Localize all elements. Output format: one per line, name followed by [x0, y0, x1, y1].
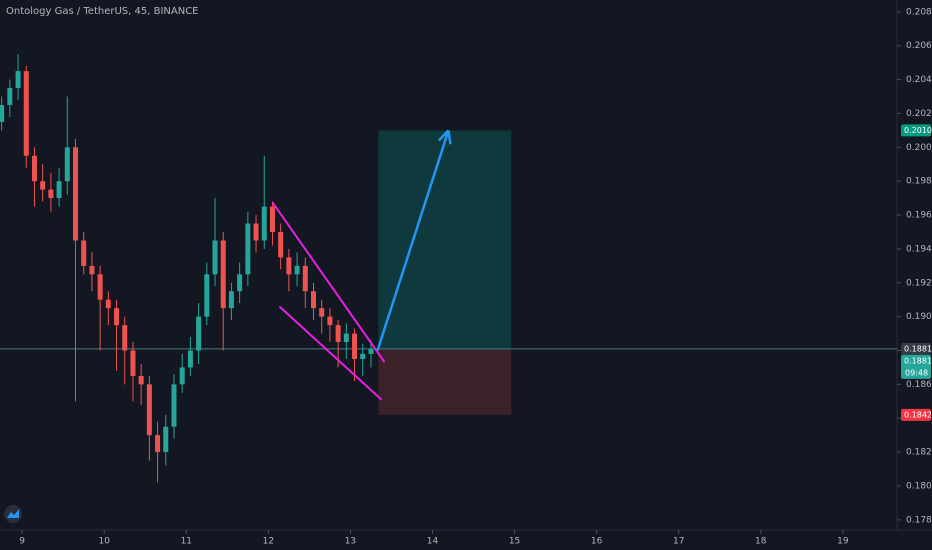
- candle-body: [343, 333, 349, 343]
- x-tick-label: 18: [755, 537, 767, 547]
- last-price-label: 0.1881: [904, 356, 932, 365]
- candle-body: [294, 265, 300, 275]
- x-tick-label: 9: [19, 537, 25, 547]
- candle-body: [155, 435, 161, 453]
- x-tick-label: 12: [263, 537, 274, 547]
- candle-body: [352, 333, 358, 359]
- candle-body: [302, 265, 308, 292]
- candle-body: [15, 71, 21, 89]
- last-price-box: [901, 354, 931, 379]
- y-tick-label: 0.1780: [906, 515, 932, 525]
- price-label-box: [901, 342, 931, 355]
- candle-body: [89, 265, 95, 275]
- x-tick-label: 17: [673, 537, 684, 547]
- candle-body: [310, 291, 316, 309]
- candle-body: [245, 223, 251, 275]
- candle-body: [64, 147, 70, 182]
- candle-body: [122, 325, 128, 351]
- candle-body: [179, 367, 185, 385]
- candle-body: [48, 189, 54, 199]
- candle-body: [114, 308, 120, 326]
- candle-body: [138, 375, 144, 385]
- x-tick-label: 15: [509, 537, 520, 547]
- candle-body: [97, 274, 103, 300]
- x-tick-label: 10: [98, 537, 110, 547]
- countdown-label: 09:48: [905, 368, 928, 377]
- candle-body: [171, 384, 177, 427]
- chart-title: Ontology Gas / TetherUS, 45, BINANCE: [6, 6, 199, 17]
- candle-body: [73, 147, 79, 241]
- candle-body: [196, 316, 202, 351]
- candle-body: [278, 231, 284, 258]
- candle-body: [0, 104, 5, 122]
- candle-body: [7, 88, 13, 105]
- candle-body: [56, 181, 62, 199]
- x-tick-label: 14: [427, 537, 439, 547]
- candle-body: [261, 206, 267, 241]
- candle-body: [368, 348, 374, 354]
- candle-body: [204, 274, 210, 317]
- price-label: 0.2010: [904, 126, 932, 135]
- x-tick-label: 19: [837, 537, 849, 547]
- candle-body: [220, 240, 226, 309]
- candle-body: [212, 240, 218, 275]
- channel-line: [271, 201, 386, 363]
- candle-body: [237, 274, 243, 292]
- candle-body: [187, 350, 193, 368]
- candle-body: [105, 299, 111, 309]
- candle-body: [319, 308, 325, 317]
- arrow-line: [376, 129, 450, 351]
- candle-body: [23, 71, 29, 156]
- arrow-head: [447, 130, 452, 145]
- candle-body: [40, 181, 46, 190]
- price-label: 0.1842: [904, 410, 932, 419]
- candle-body: [335, 325, 341, 343]
- x-tick-label: 13: [345, 537, 356, 547]
- candle-body: [31, 155, 37, 182]
- arrow-head: [437, 129, 450, 142]
- logo: [4, 505, 22, 523]
- candle-body: [163, 426, 169, 453]
- x-tick-label: 11: [181, 537, 192, 547]
- price-label-box: [901, 408, 931, 421]
- candle-body: [81, 240, 87, 266]
- channel-line: [278, 305, 383, 401]
- price-label: 0.1881: [904, 344, 932, 353]
- candle-body: [269, 206, 275, 232]
- price-label-box: [901, 124, 931, 137]
- candle-body: [130, 350, 136, 376]
- x-tick-label: 16: [591, 537, 603, 547]
- position-profit: [378, 130, 512, 349]
- candle-body: [360, 353, 366, 359]
- candle-body: [228, 291, 234, 309]
- position-loss: [378, 348, 512, 415]
- candle-body: [146, 384, 152, 436]
- candle-body: [327, 316, 333, 326]
- candle-body: [286, 257, 292, 275]
- candle-body: [253, 223, 259, 241]
